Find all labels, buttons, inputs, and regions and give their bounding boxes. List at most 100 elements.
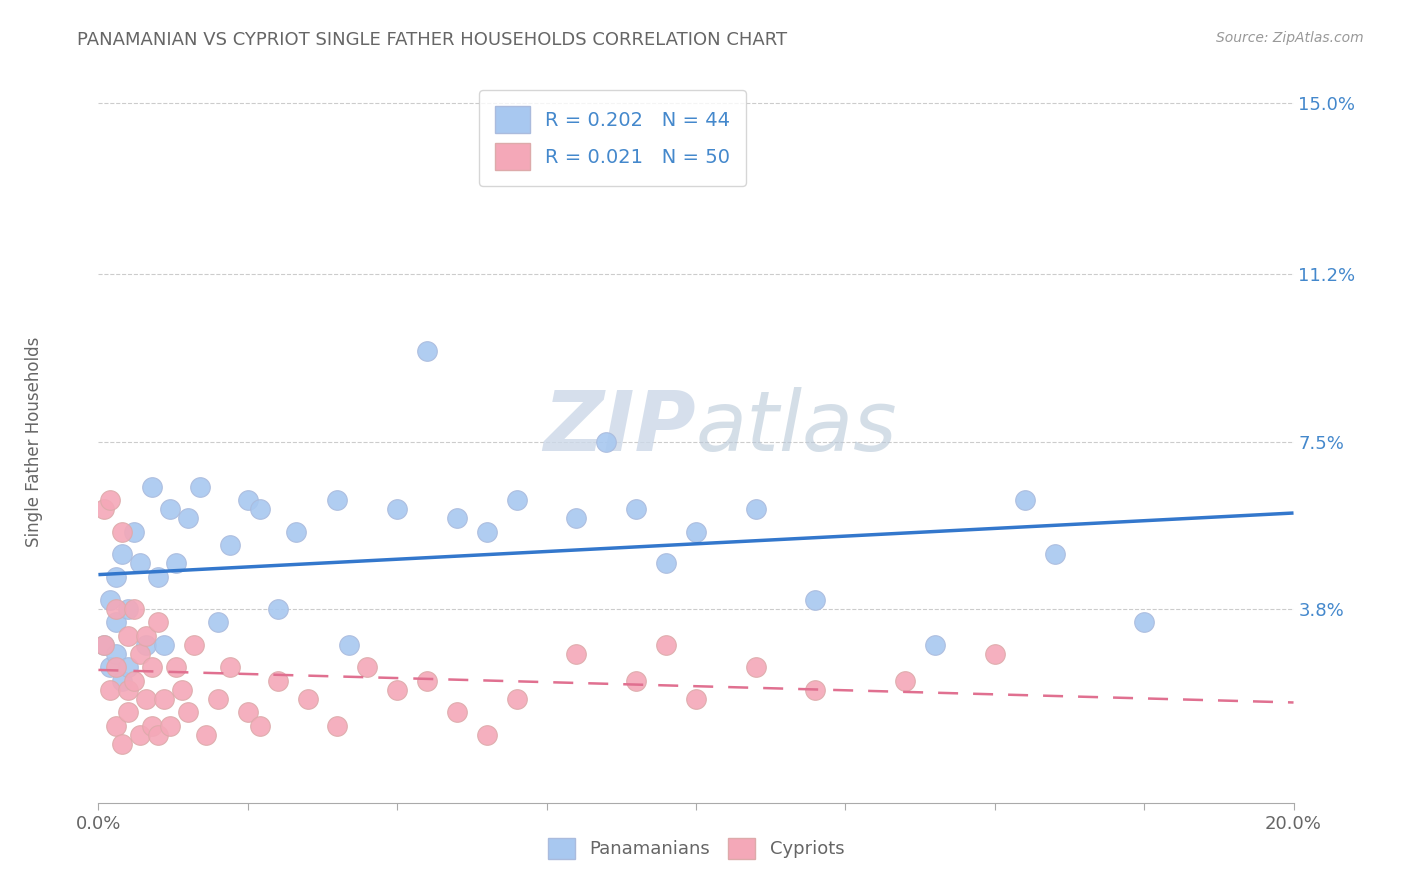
Point: [1014, 493, 1036, 508]
Point: [267, 601, 290, 615]
Point: [177, 511, 200, 525]
Point: [1043, 548, 1066, 562]
Text: PANAMANIAN VS CYPRIOT SINGLE FATHER HOUSEHOLDS CORRELATION CHART: PANAMANIAN VS CYPRIOT SINGLE FATHER HOUS…: [77, 31, 787, 49]
Point: [655, 557, 678, 571]
Point: [416, 673, 439, 688]
Point: [124, 673, 146, 688]
Point: [626, 502, 648, 516]
Point: [124, 601, 146, 615]
Point: [98, 660, 122, 674]
Point: [105, 570, 128, 584]
Point: [165, 557, 187, 571]
Point: [135, 629, 157, 643]
Point: [177, 706, 200, 720]
Point: [141, 480, 163, 494]
Point: [111, 737, 134, 751]
Point: [506, 692, 529, 706]
Point: [267, 673, 290, 688]
Point: [111, 673, 134, 688]
Point: [339, 638, 361, 652]
Point: [105, 647, 128, 661]
Point: [117, 601, 139, 615]
Text: atlas: atlas: [696, 386, 897, 467]
Point: [153, 692, 176, 706]
Point: [195, 728, 218, 742]
Point: [105, 601, 128, 615]
Point: [416, 344, 439, 359]
Point: [219, 660, 242, 674]
Point: [105, 615, 128, 630]
Point: [924, 638, 946, 652]
Point: [165, 660, 187, 674]
Point: [98, 592, 122, 607]
Point: [129, 557, 152, 571]
Point: [148, 728, 170, 742]
Point: [117, 682, 139, 697]
Point: [219, 538, 242, 552]
Point: [356, 660, 378, 674]
Point: [385, 502, 409, 516]
Point: [326, 493, 349, 508]
Point: [183, 638, 205, 652]
Point: [135, 638, 157, 652]
Point: [93, 638, 115, 652]
Point: [475, 524, 498, 539]
Point: [105, 719, 128, 733]
Text: ZIP: ZIP: [543, 386, 696, 467]
Point: [446, 511, 468, 525]
Text: Source: ZipAtlas.com: Source: ZipAtlas.com: [1216, 31, 1364, 45]
Legend: Panamanians, Cypriots: Panamanians, Cypriots: [540, 830, 852, 866]
Point: [236, 706, 259, 720]
Point: [93, 638, 115, 652]
Point: [159, 502, 181, 516]
Point: [249, 502, 271, 516]
Point: [804, 682, 827, 697]
Point: [117, 660, 139, 674]
Point: [745, 660, 768, 674]
Point: [141, 660, 163, 674]
Point: [188, 480, 211, 494]
Point: [446, 706, 468, 720]
Point: [148, 570, 170, 584]
Point: [207, 615, 229, 630]
Point: [685, 524, 707, 539]
Point: [1133, 615, 1156, 630]
Point: [626, 673, 648, 688]
Point: [565, 647, 588, 661]
Point: [894, 673, 917, 688]
Point: [159, 719, 181, 733]
Point: [655, 638, 678, 652]
Point: [475, 728, 498, 742]
Point: [111, 548, 134, 562]
Point: [172, 682, 194, 697]
Point: [117, 706, 139, 720]
Point: [326, 719, 349, 733]
Point: [297, 692, 319, 706]
Point: [135, 692, 157, 706]
Point: [129, 647, 152, 661]
Point: [153, 638, 176, 652]
Point: [249, 719, 271, 733]
Point: [111, 524, 134, 539]
Y-axis label: Single Father Households: Single Father Households: [25, 336, 42, 547]
Point: [93, 502, 115, 516]
Point: [236, 493, 259, 508]
Point: [124, 524, 146, 539]
Point: [141, 719, 163, 733]
Point: [804, 592, 827, 607]
Point: [385, 682, 409, 697]
Point: [98, 493, 122, 508]
Point: [565, 511, 588, 525]
Point: [98, 682, 122, 697]
Point: [105, 660, 128, 674]
Point: [207, 692, 229, 706]
Point: [745, 502, 768, 516]
Point: [595, 434, 617, 449]
Point: [117, 629, 139, 643]
Point: [506, 493, 529, 508]
Point: [685, 692, 707, 706]
Point: [984, 647, 1007, 661]
Point: [284, 524, 307, 539]
Point: [129, 728, 152, 742]
Point: [148, 615, 170, 630]
